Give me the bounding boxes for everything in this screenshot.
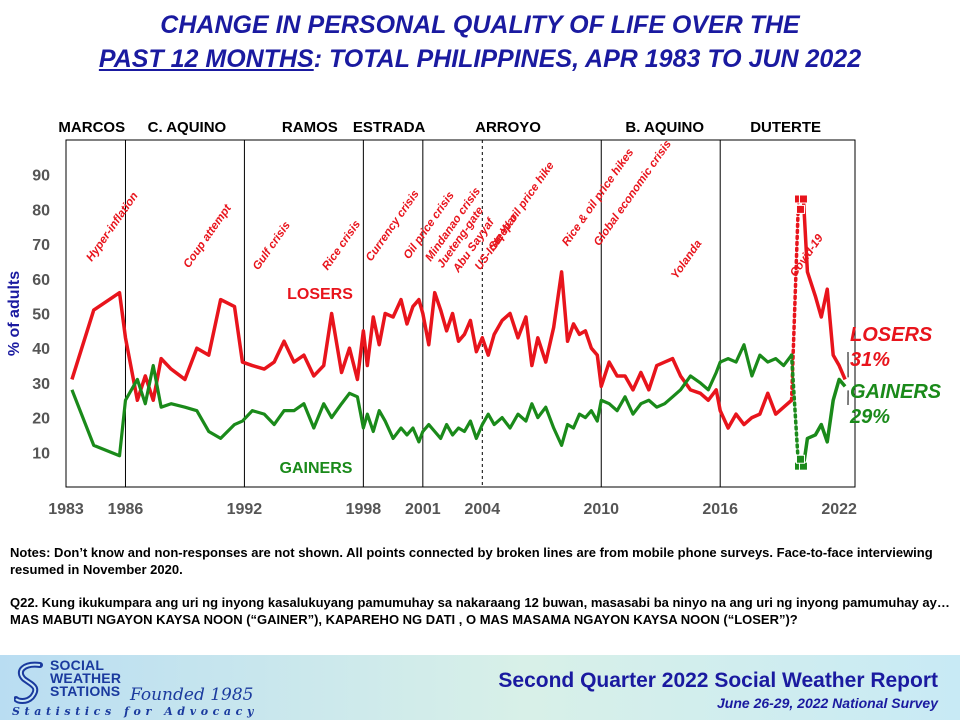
gainers-dotted-segment: [789, 353, 801, 468]
plot-frame: [65, 139, 856, 488]
president-label: ARROYO: [475, 119, 541, 136]
org-name-line2: WEATHER: [50, 670, 122, 686]
event-annotation: Rice crisis: [320, 218, 363, 272]
y-tick-label: 90: [32, 168, 50, 185]
y-tick-label: 30: [32, 376, 50, 393]
president-label: B. AQUINO: [625, 119, 704, 136]
line-chart: MARCOS C. AQUINO RAMOS ESTRADA ARROYO B. AQUI…: [6, 119, 942, 518]
question-text: Q22. Kung ikukumpara ang uri ng inyong k…: [10, 595, 950, 627]
founded-signature: Founded 1985: [130, 685, 254, 705]
gainers-end-label: GAINERS: [850, 381, 942, 403]
y-tick-label: 70: [32, 237, 50, 254]
tagline: Statistics for Advocacy: [12, 705, 258, 718]
sws-logo-icon: [14, 661, 43, 704]
event-annotation: Hyper-inflation: [84, 190, 140, 263]
y-tick-label: 60: [32, 272, 50, 289]
org-name-line1: SOCIAL: [50, 657, 105, 673]
gainers-recent-line: [801, 377, 847, 467]
y-axis-label: % of adults: [6, 271, 23, 356]
president-label: MARCOS: [58, 119, 125, 136]
losers-recent-line: [801, 198, 847, 381]
president-label: DUTERTE: [750, 119, 821, 136]
event-annotation: Gulf crisis: [251, 220, 293, 273]
president-label: C. AQUINO: [148, 119, 227, 136]
losers-end-label: LOSERS: [850, 324, 933, 346]
x-tick-label: 2016: [702, 501, 738, 518]
president-label: RAMOS: [282, 119, 338, 136]
x-tick-label: 2001: [405, 501, 441, 518]
chart-title-line1: CHANGE IN PERSONAL QUALITY OF LIFE OVER …: [160, 11, 800, 39]
chart-title-underlined: PAST 12 MONTHS: [98, 45, 314, 73]
org-name-line3: STATIONS: [50, 683, 121, 699]
survey-date: June 26-29, 2022 National Survey: [717, 695, 938, 711]
gainers-square-marker: [795, 454, 805, 464]
losers-end-value: 31%: [850, 349, 890, 371]
x-tick-label: 2010: [583, 501, 619, 518]
gainers-mid-label: GAINERS: [280, 460, 353, 477]
losers-square-marker: [798, 194, 808, 204]
losers-series-line: [70, 270, 793, 430]
y-tick-label: 40: [32, 341, 50, 358]
y-tick-label: 20: [32, 411, 50, 428]
event-annotation: Coup attempt: [182, 202, 235, 271]
report-title: Second Quarter 2022 Social Weather Repor…: [498, 669, 938, 692]
x-tick-label: 1983: [48, 501, 84, 518]
notes-text: Notes: Don’t know and non-responses are …: [10, 545, 933, 577]
footer-banner: SOCIAL WEATHER STATIONS Founded 1985 Sta…: [0, 655, 960, 720]
losers-square-marker: [795, 204, 805, 214]
y-tick-label: 50: [32, 307, 50, 324]
chart-title-line2: PAST 12 MONTHS: TOTAL PHILIPPINES, APR 1…: [0, 42, 960, 76]
y-tick-label: 10: [32, 445, 50, 462]
losers-mid-label: LOSERS: [287, 286, 353, 303]
x-tick-label: 1998: [346, 501, 382, 518]
x-tick-label: 1992: [227, 501, 263, 518]
event-annotation: Steep oil price hike: [487, 159, 557, 252]
event-annotation: Yolanda: [669, 238, 705, 282]
gainers-end-value: 29%: [849, 406, 890, 428]
gainers-series-line: [70, 343, 793, 458]
y-tick-label: 80: [32, 202, 50, 219]
president-label: ESTRADA: [353, 119, 426, 136]
x-tick-label: 1986: [108, 501, 144, 518]
x-tick-label: 2022: [821, 501, 857, 518]
x-tick-label: 2004: [465, 501, 501, 518]
chart-title-rest: : TOTAL PHILIPPINES, APR 1983 TO JUN 202…: [313, 45, 862, 73]
